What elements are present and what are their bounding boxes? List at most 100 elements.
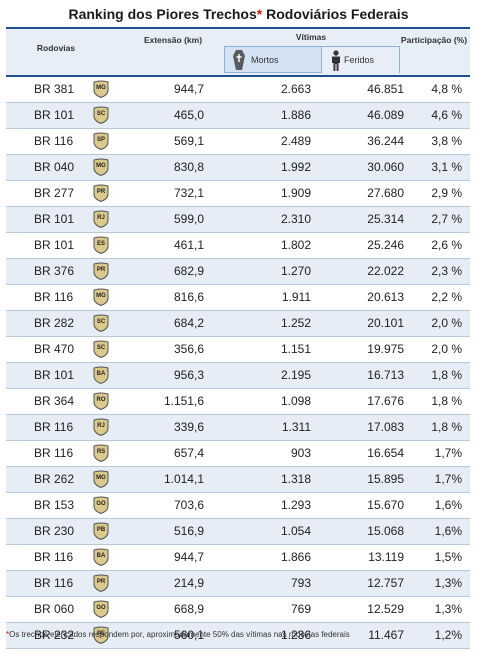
extensao-cell: 944,7	[173, 82, 204, 96]
table-row: BR 282 684,2 1.252 20.101 2,0 % SC	[6, 311, 470, 337]
extensao-cell: 1.014,1	[163, 472, 204, 486]
participacao-cell: 2,7 %	[431, 212, 462, 226]
feridos-cell: 46.851	[367, 82, 404, 96]
state-code: PR	[96, 189, 106, 195]
feridos-cell: 13.119	[368, 550, 404, 564]
mortos-cell: 1.318	[280, 472, 311, 486]
mortos-cell: 1.886	[280, 108, 311, 122]
mortos-cell: 1.311	[281, 420, 311, 434]
feridos-cell: 30.060	[367, 160, 404, 174]
participacao-cell: 1,2%	[434, 628, 462, 642]
mortos-cell: 1.252	[280, 316, 311, 330]
table-row: BR 376 682,9 1.270 22.022 2,3 % PR	[6, 259, 470, 285]
state-code: RS	[96, 449, 106, 455]
participacao-cell: 2,3 %	[431, 264, 462, 278]
header-mortos-cell: Mortos	[224, 46, 322, 73]
table-row: BR 116 816,6 1.911 20.613 2,2 % MG	[6, 285, 470, 311]
feridos-cell: 17.083	[367, 420, 404, 434]
highway-shield-icon: SC	[92, 340, 110, 358]
state-code: MG	[96, 475, 106, 481]
participacao-cell: 1,8 %	[431, 368, 462, 382]
extensao-cell: 682,9	[173, 264, 204, 278]
feridos-cell: 22.022	[367, 264, 404, 278]
extensao-cell: 560,1	[173, 628, 204, 642]
table-row: BR 101 599,0 2.310 25.314 2,7 % RJ	[6, 207, 470, 233]
feridos-cell: 25.314	[367, 212, 404, 226]
participacao-cell: 1,8 %	[431, 420, 462, 434]
participacao-cell: 2,0 %	[431, 316, 462, 330]
extensao-cell: 732,1	[173, 186, 204, 200]
mortos-cell: 1.054	[280, 524, 311, 538]
table-row: BR 060 668,9 769 12.529 1,3% GO	[6, 597, 470, 623]
feridos-cell: 46.089	[367, 108, 404, 122]
highway-shield-icon: MG	[92, 158, 110, 176]
feridos-cell: 19.975	[367, 342, 404, 356]
feridos-cell: 36.244	[367, 134, 404, 148]
mortos-cell: 2.195	[280, 368, 311, 382]
participacao-cell: 1,6%	[434, 498, 462, 512]
participacao-cell: 1,7%	[434, 472, 462, 486]
mortos-cell: 1.236	[280, 628, 311, 642]
extensao-cell: 944,7	[173, 550, 204, 564]
table-row: BR 040 830,8 1.992 30.060 3,1 % MG	[6, 155, 470, 181]
extensao-cell: 956,3	[173, 368, 204, 382]
mortos-cell: 2.663	[280, 82, 311, 96]
state-code: RO	[96, 397, 106, 403]
highway-shield-icon: GO	[92, 600, 110, 618]
state-code: BA	[96, 553, 106, 559]
extensao-cell: 668,9	[173, 602, 204, 616]
mortos-cell: 1.151	[280, 342, 311, 356]
feridos-cell: 20.101	[367, 316, 404, 330]
highway-shield-icon: SC	[92, 314, 110, 332]
participacao-cell: 2,6 %	[431, 238, 462, 252]
rodovia-cell: BR 040	[34, 160, 75, 174]
state-code: MG	[96, 85, 106, 91]
state-code: PR	[96, 579, 106, 585]
table-row: BR 470 356,6 1.151 19.975 2,0 % SC	[6, 337, 470, 363]
highway-shield-icon: PR	[92, 184, 110, 202]
feridos-cell: 15.670	[367, 498, 404, 512]
state-code: RJ	[97, 423, 105, 429]
extensao-cell: 465,0	[173, 108, 204, 122]
extensao-cell: 339,6	[173, 420, 204, 434]
highway-shield-icon: MG	[92, 470, 110, 488]
participacao-cell: 1,8 %	[431, 394, 462, 408]
mortos-cell: 2.310	[280, 212, 311, 226]
rodovia-cell: BR 232	[34, 628, 75, 642]
title-text: Ranking dos Piores Trechos	[68, 6, 257, 22]
mortos-cell: 1.911	[281, 290, 311, 304]
feridos-cell: 12.757	[367, 576, 404, 590]
extensao-cell: 830,8	[173, 160, 204, 174]
footnote-text: Os trechos elencados respondem por, apro…	[9, 630, 350, 639]
highway-shield-icon: RJ	[92, 418, 110, 436]
feridos-cell: 17.676	[367, 394, 404, 408]
highway-shield-icon: RJ	[92, 210, 110, 228]
coffin-icon	[233, 50, 245, 75]
rodovia-cell: BR 116	[34, 576, 74, 590]
feridos-cell: 27.680	[367, 186, 404, 200]
mortos-cell: 1.293	[280, 498, 311, 512]
highway-shield-icon: RO	[92, 392, 110, 410]
mortos-cell: 1.802	[280, 238, 311, 252]
highway-shield-icon: RS	[92, 444, 110, 462]
title-rest: Rodoviários Federais	[262, 6, 409, 22]
table-row: BR 230 516,9 1.054 15.068 1,6% PB	[6, 519, 470, 545]
table-body: BR 381 944,7 2.663 46.851 4,8 % MG BR 101 465,0…	[6, 77, 470, 649]
mortos-cell: 769	[290, 602, 311, 616]
table-row: BR 232 560,1 1.236 11.467 1,2% PE	[6, 623, 470, 649]
table-row: BR 116 339,6 1.311 17.083 1,8 % RJ	[6, 415, 470, 441]
footnote-asterisk: *	[6, 630, 10, 639]
mortos-cell: 2.489	[280, 134, 311, 148]
header-rodovias: Rodovias	[36, 43, 76, 53]
header-feridos-cell: Feridos	[322, 46, 400, 73]
rodovia-cell: BR 116	[34, 134, 74, 148]
table-row: BR 101 465,0 1.886 46.089 4,6 % SC	[6, 103, 470, 129]
table-row: BR 116 569,1 2.489 36.244 3,8 % SP	[6, 129, 470, 155]
state-code: PR	[96, 267, 106, 273]
highway-shield-icon: PB	[92, 522, 110, 540]
highway-shield-icon: GO	[92, 496, 110, 514]
rodovia-cell: BR 101	[34, 368, 75, 382]
extensao-cell: 703,6	[173, 498, 204, 512]
extensao-cell: 684,2	[173, 316, 204, 330]
rodovia-cell: BR 381	[34, 82, 75, 96]
